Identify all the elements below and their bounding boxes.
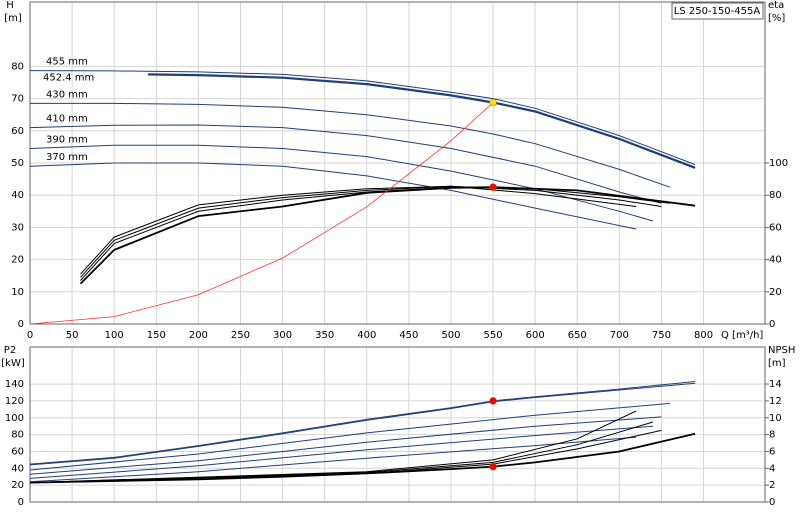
x-tick-label: 550 bbox=[484, 330, 503, 341]
curve bbox=[29, 124, 662, 204]
y-tick-label: 140 bbox=[5, 379, 24, 390]
y2-tick-label: 12 bbox=[769, 396, 782, 407]
curve-label: 370 mm bbox=[46, 152, 88, 163]
x-tick-label: 200 bbox=[189, 330, 208, 341]
y-tick-label: 80 bbox=[11, 430, 24, 441]
x-tick-label: 450 bbox=[399, 330, 418, 341]
y-tick-label: 60 bbox=[11, 446, 24, 457]
x-tick-label: 750 bbox=[652, 330, 671, 341]
y2-unit: [m] bbox=[768, 358, 786, 369]
y2-tick-label: 80 bbox=[769, 190, 782, 201]
y-label: H bbox=[6, 0, 14, 11]
y2-tick-label: 14 bbox=[769, 379, 782, 390]
curve bbox=[29, 421, 654, 484]
curve bbox=[29, 382, 696, 466]
curve-label: 390 mm bbox=[46, 135, 88, 146]
curve bbox=[29, 402, 670, 471]
y2-label: NPSH bbox=[768, 345, 795, 356]
y2-tick-label: 40 bbox=[769, 255, 782, 266]
y2-label: eta bbox=[768, 0, 784, 11]
y2-tick-label: 8 bbox=[769, 430, 775, 441]
y2-unit: [%] bbox=[768, 13, 785, 24]
y-tick-label: 40 bbox=[11, 190, 24, 201]
model-box bbox=[671, 2, 764, 20]
y-tick-label: 40 bbox=[11, 463, 24, 474]
y-tick-label: 60 bbox=[11, 126, 24, 137]
x-tick-label: 700 bbox=[610, 330, 629, 341]
plot-frame bbox=[29, 1, 766, 325]
x-tick-label: 100 bbox=[105, 330, 124, 341]
curve-label: 452.4 mm bbox=[43, 72, 94, 83]
curve bbox=[80, 185, 662, 278]
curve bbox=[29, 410, 637, 484]
curve bbox=[80, 186, 670, 281]
x-tick-label: 800 bbox=[694, 330, 713, 341]
curve bbox=[30, 102, 671, 188]
x-tick-label: 150 bbox=[147, 330, 166, 341]
y2-tick-label: 100 bbox=[769, 158, 788, 169]
operating-point bbox=[489, 397, 497, 405]
y-unit: [kW] bbox=[1, 358, 25, 369]
x-tick-label: 250 bbox=[231, 330, 250, 341]
model-label: LS 250-150-455A bbox=[674, 6, 761, 17]
y2-tick-label: 2 bbox=[769, 480, 775, 491]
x-tick-label: 400 bbox=[357, 330, 376, 341]
curve-label: 410 mm bbox=[46, 114, 88, 125]
y-unit: [m] bbox=[4, 13, 22, 24]
y-tick-label: 20 bbox=[11, 255, 24, 266]
curve bbox=[147, 73, 696, 169]
x-tick-label: 500 bbox=[441, 330, 460, 341]
y-tick-label: 20 bbox=[11, 480, 24, 491]
x-tick-label: 600 bbox=[526, 330, 545, 341]
plot-frame bbox=[29, 346, 766, 503]
curve-label: 455 mm bbox=[46, 57, 88, 68]
operating-point bbox=[489, 183, 497, 191]
y-label: P2 bbox=[4, 345, 16, 356]
x-tick-label: 50 bbox=[66, 330, 79, 341]
curve bbox=[29, 436, 637, 483]
y-tick-label: 30 bbox=[11, 222, 24, 233]
operating-point bbox=[489, 462, 497, 471]
curve bbox=[29, 102, 494, 325]
curve bbox=[79, 186, 696, 285]
y-tick-label: 50 bbox=[11, 158, 24, 169]
y-tick-label: 70 bbox=[11, 94, 24, 105]
y2-tick-label: 6 bbox=[769, 446, 775, 457]
y2-tick-label: 60 bbox=[769, 222, 782, 233]
curve bbox=[29, 432, 696, 484]
curve bbox=[80, 185, 637, 275]
y-tick-label: 10 bbox=[11, 287, 24, 298]
curve bbox=[29, 70, 696, 166]
y2-tick-label: 0 bbox=[769, 319, 775, 330]
x-tick-label: 0 bbox=[27, 330, 33, 341]
curve bbox=[29, 416, 662, 475]
y-tick-label: 0 bbox=[18, 319, 24, 330]
x-tick-label: 650 bbox=[568, 330, 587, 341]
y2-tick-label: 0 bbox=[769, 497, 775, 508]
curve bbox=[29, 381, 696, 465]
x-label: Q [m³/h] bbox=[721, 330, 763, 341]
y-tick-label: 100 bbox=[5, 413, 24, 424]
curve bbox=[29, 162, 637, 230]
y-tick-label: 120 bbox=[5, 396, 24, 407]
curve-label: 430 mm bbox=[46, 89, 88, 100]
y2-tick-label: 4 bbox=[769, 463, 775, 474]
y-tick-label: 0 bbox=[18, 497, 24, 508]
x-tick-label: 300 bbox=[273, 330, 292, 341]
x-tick-label: 350 bbox=[315, 330, 334, 341]
operating-point bbox=[489, 98, 497, 107]
y-tick-label: 80 bbox=[11, 61, 24, 72]
curve bbox=[29, 144, 654, 222]
y2-tick-label: 20 bbox=[769, 287, 782, 298]
y2-tick-label: 10 bbox=[769, 413, 782, 424]
curve bbox=[29, 425, 654, 479]
